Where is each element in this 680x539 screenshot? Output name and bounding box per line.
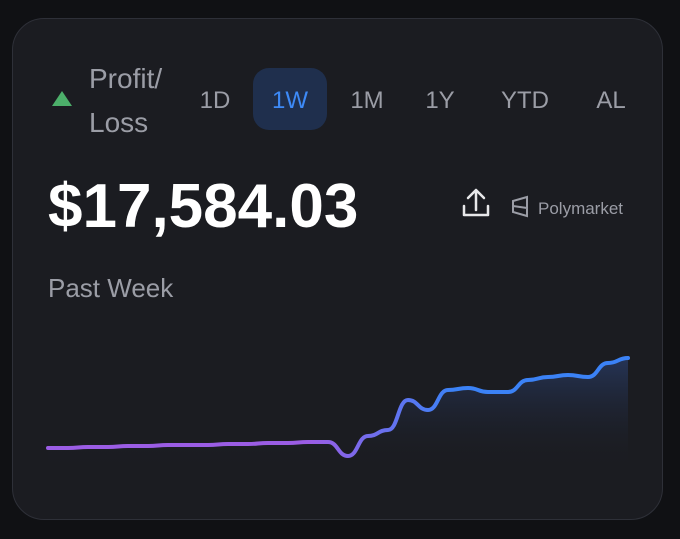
amount: $17,584.03 — [48, 172, 358, 241]
period: Past Week — [48, 273, 174, 303]
tab[interactable]: 1Y — [425, 87, 454, 114]
title-line: Loss — [89, 107, 148, 138]
tab[interactable]: 1D — [200, 87, 231, 114]
share-button[interactable] — [462, 188, 490, 217]
tab[interactable]: YTD — [501, 87, 549, 114]
brand-logo — [512, 195, 528, 218]
line — [46, 356, 630, 458]
tab[interactable]: AL — [596, 87, 625, 114]
brand: Polymarket — [538, 199, 623, 218]
area — [48, 358, 628, 470]
title-line: Profit/ — [89, 63, 162, 94]
tab[interactable]: 1M — [350, 87, 383, 114]
tab-highlight — [253, 68, 327, 130]
up-icon — [52, 91, 72, 106]
tab[interactable]: 1W — [272, 87, 308, 114]
